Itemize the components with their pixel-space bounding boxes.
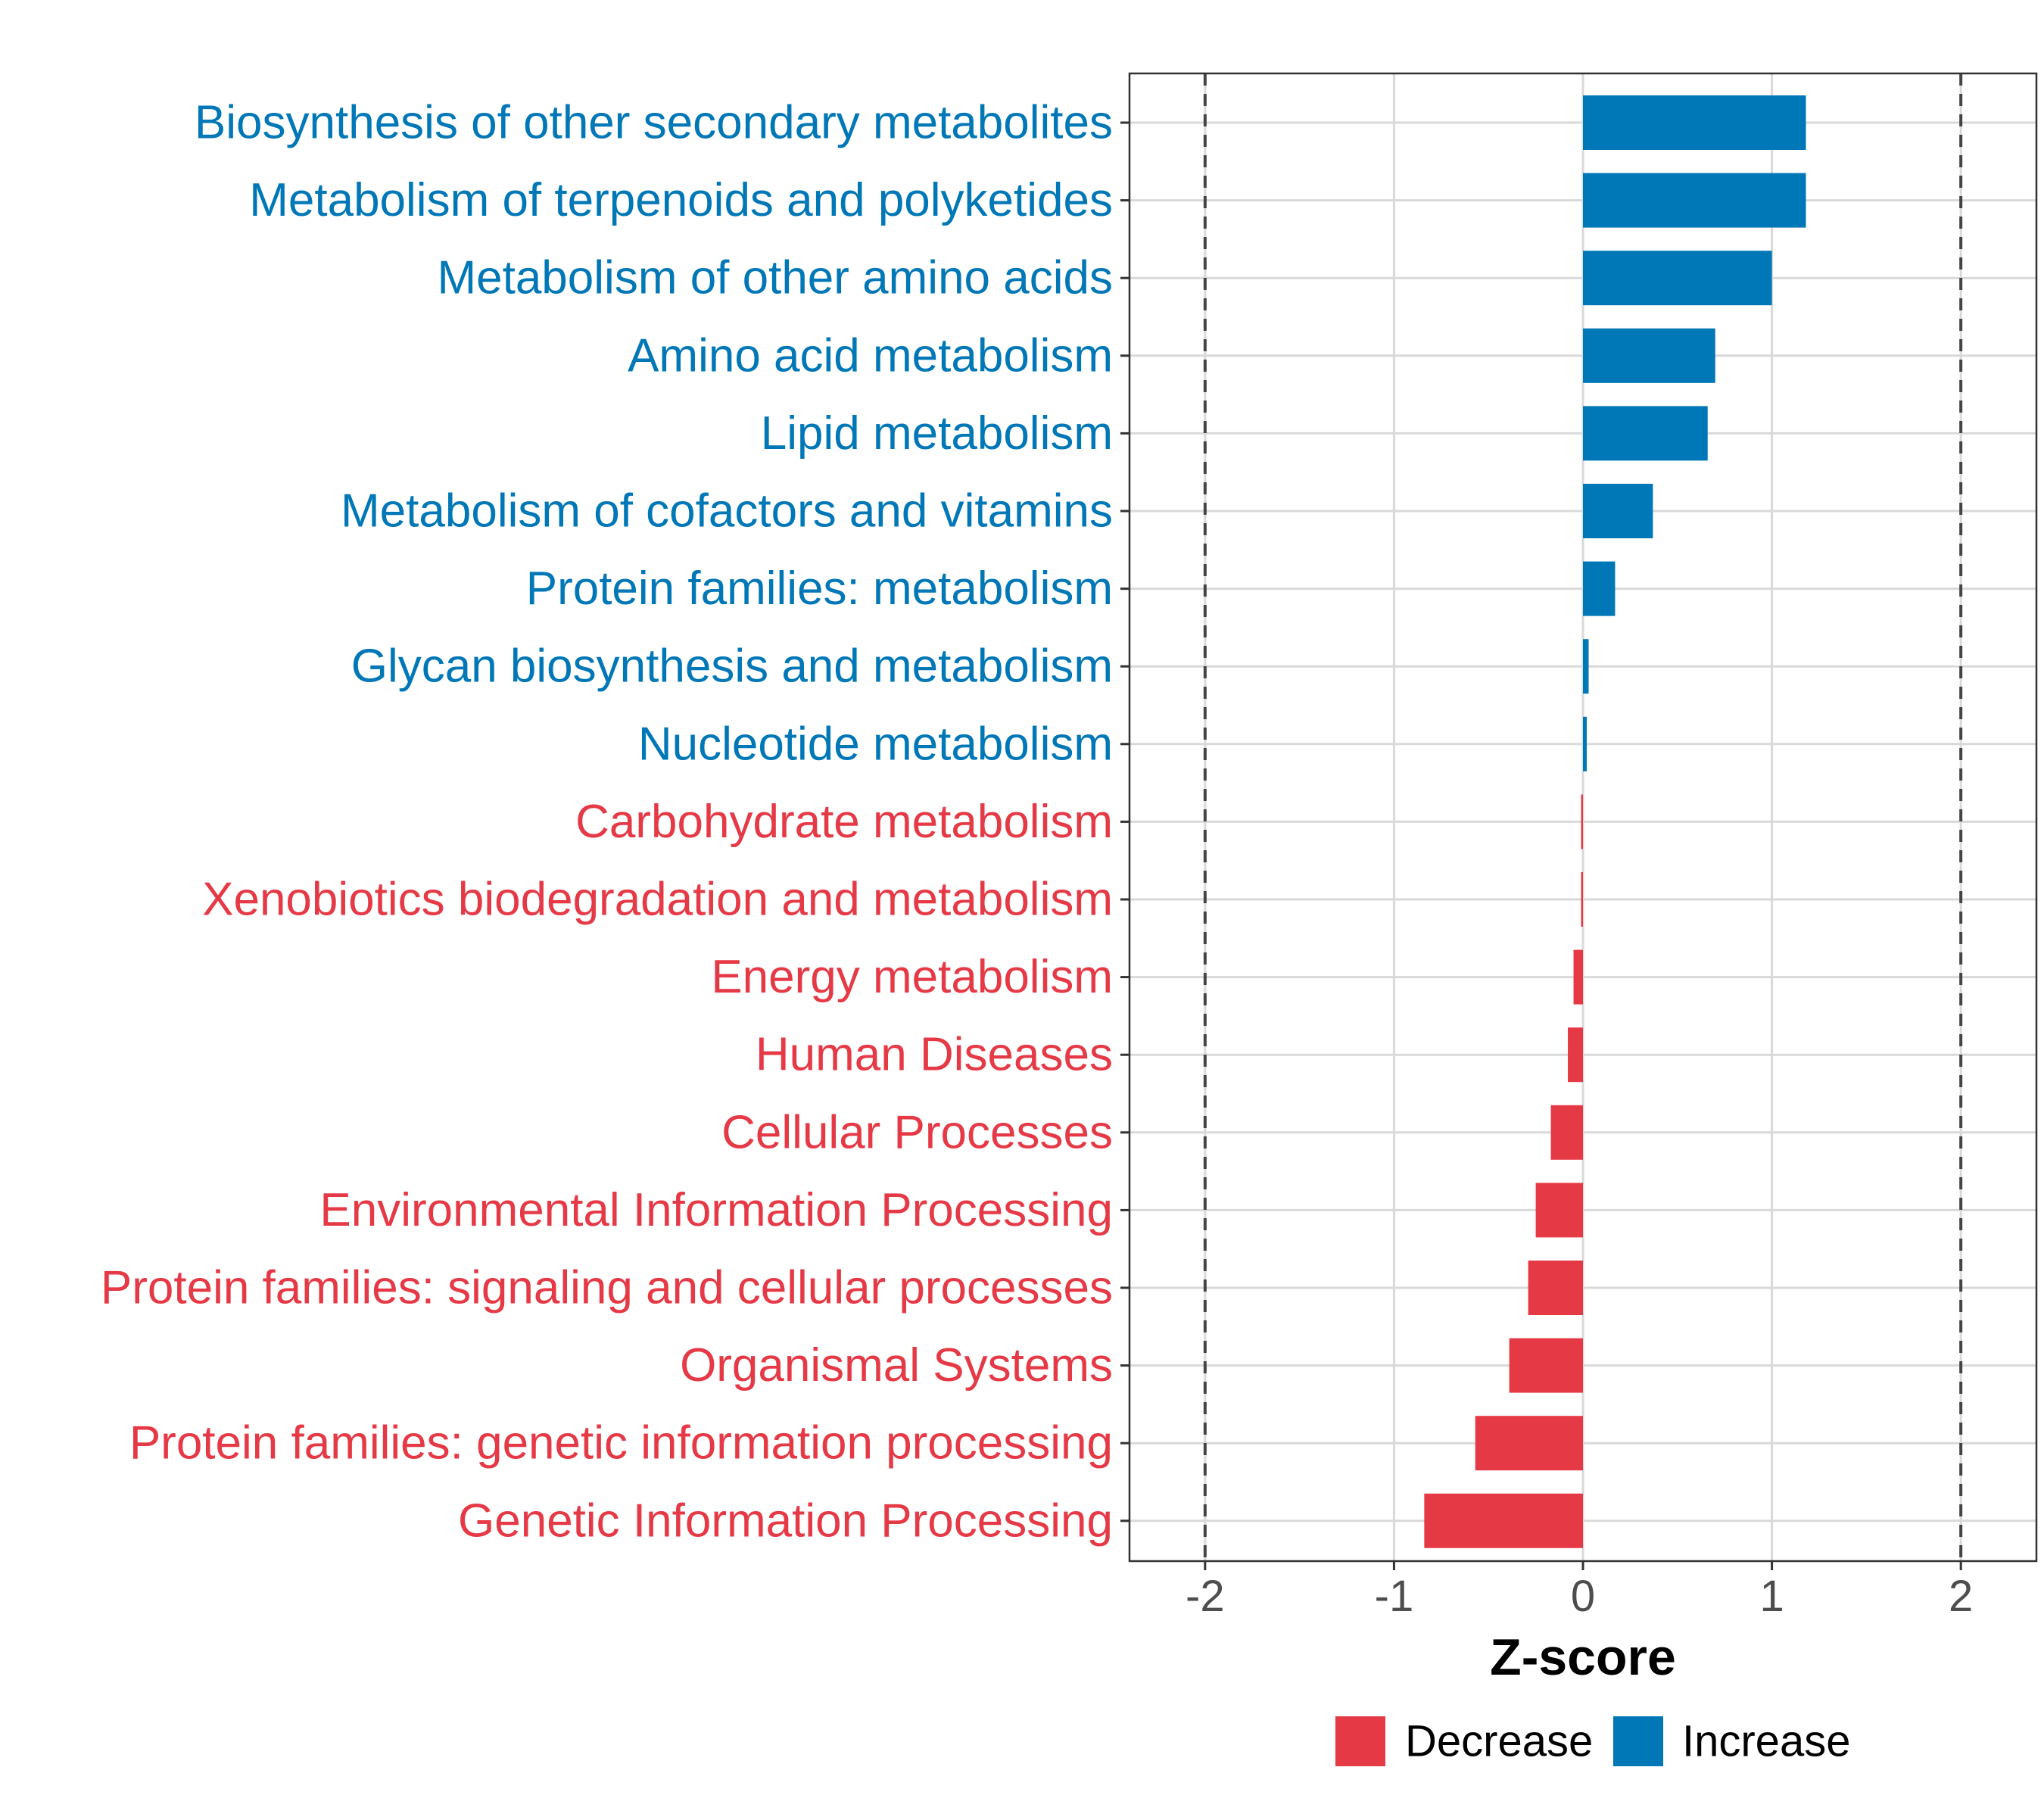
x-ticks: -2 -1 0 1 2	[1186, 1561, 1973, 1621]
reference-lines	[1203, 73, 1963, 1561]
category-label: Genetic Information Processing	[458, 1494, 1113, 1547]
legend: Decrease Increase	[1335, 1716, 1850, 1766]
category-label: Nucleotide metabolism	[638, 718, 1113, 770]
category-label: Organismal Systems	[680, 1339, 1113, 1392]
bar	[1583, 328, 1715, 383]
bar	[1509, 1338, 1583, 1393]
legend-label: Increase	[1682, 1717, 1850, 1766]
category-label: Human Diseases	[756, 1029, 1113, 1081]
x-tick-label: 0	[1571, 1572, 1595, 1621]
category-label: Protein families: genetic information pr…	[129, 1417, 1113, 1469]
category-label: Energy metabolism	[711, 951, 1113, 1003]
x-tick-label: 1	[1759, 1572, 1784, 1621]
legend-label: Decrease	[1405, 1717, 1593, 1766]
legend-swatch	[1335, 1716, 1385, 1766]
bar	[1528, 1261, 1583, 1315]
bar	[1581, 872, 1584, 927]
bar	[1535, 1183, 1583, 1238]
bars	[1424, 95, 1806, 1548]
category-label: Metabolism of terpenoids and polyketides	[249, 174, 1113, 226]
bar	[1583, 95, 1806, 150]
category-label: Metabolism of cofactors and vitamins	[341, 485, 1113, 538]
category-label: Glycan biosynthesis and metabolism	[351, 640, 1113, 693]
bar	[1583, 484, 1653, 538]
bar	[1583, 639, 1589, 694]
x-tick-label: -1	[1375, 1572, 1414, 1621]
bar	[1583, 406, 1708, 461]
x-axis-title: Z-score	[1490, 1628, 1676, 1686]
bar	[1583, 716, 1587, 771]
bar	[1583, 251, 1772, 306]
bar	[1550, 1105, 1583, 1160]
x-tick-label: 2	[1949, 1572, 1973, 1621]
bar	[1583, 173, 1806, 228]
bar	[1475, 1416, 1583, 1471]
bar	[1573, 949, 1583, 1005]
category-labels: Biosynthesis of other secondary metaboli…	[101, 97, 1113, 1547]
category-label: Amino acid metabolism	[628, 329, 1113, 382]
category-label: Cellular Processes	[721, 1106, 1113, 1158]
legend-swatch	[1613, 1716, 1663, 1766]
bar	[1583, 561, 1616, 616]
y-ticks	[1120, 121, 1129, 1522]
category-label: Metabolism of other amino acids	[437, 252, 1113, 304]
category-label: Biosynthesis of other secondary metaboli…	[195, 97, 1113, 149]
x-tick-label: -2	[1186, 1572, 1225, 1621]
category-label: Environmental Information Processing	[319, 1184, 1113, 1236]
category-label: Lipid metabolism	[761, 407, 1113, 460]
category-label: Xenobiotics biodegradation and metabolis…	[202, 874, 1113, 926]
bar	[1424, 1493, 1583, 1548]
category-label: Protein families: signaling and cellular…	[101, 1262, 1113, 1314]
bar	[1581, 794, 1584, 849]
category-label: Carbohydrate metabolism	[575, 796, 1113, 848]
bar	[1568, 1027, 1583, 1083]
category-label: Protein families: metabolism	[526, 563, 1113, 615]
